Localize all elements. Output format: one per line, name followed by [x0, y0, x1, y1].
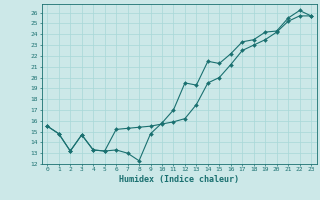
X-axis label: Humidex (Indice chaleur): Humidex (Indice chaleur) [119, 175, 239, 184]
